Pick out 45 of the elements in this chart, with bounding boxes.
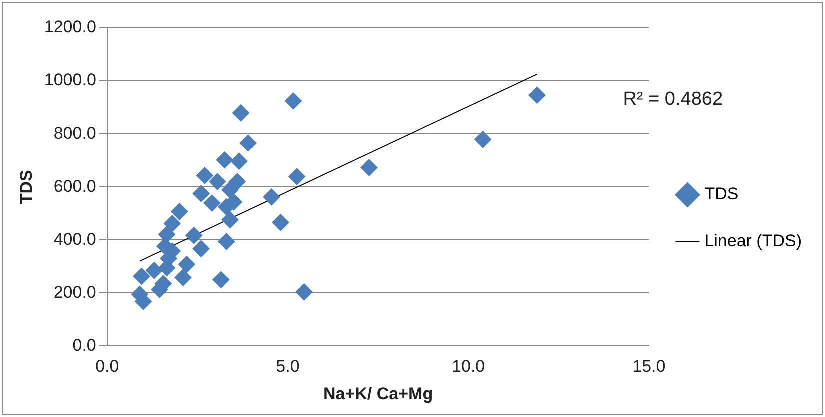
y-tick-label: 0.0	[72, 336, 96, 355]
point	[192, 185, 210, 202]
point	[272, 214, 290, 232]
annotation: R² = 0.4862	[623, 89, 724, 110]
point	[174, 269, 192, 286]
point	[164, 215, 181, 232]
point	[228, 173, 246, 190]
point	[192, 240, 210, 258]
point	[288, 168, 306, 186]
y-tick-label: 1200.0	[44, 18, 96, 37]
point	[528, 86, 546, 104]
point	[212, 271, 230, 288]
point	[232, 104, 250, 122]
point	[171, 203, 188, 220]
x-axis-title: Na+K/ Ca+Mg	[324, 384, 434, 404]
point	[230, 152, 248, 170]
y-tick-label: 200.0	[54, 282, 96, 302]
point	[186, 227, 203, 244]
x-tick-label: 5.0	[276, 357, 300, 376]
point	[360, 159, 378, 176]
point	[133, 268, 150, 285]
point	[240, 134, 257, 152]
point	[263, 188, 280, 206]
point	[178, 256, 196, 274]
point	[216, 152, 234, 169]
y-tick-label: 1000.0	[44, 70, 96, 90]
point	[158, 226, 176, 244]
y-axis-title: TDS	[16, 170, 36, 204]
point	[204, 194, 221, 212]
point	[196, 167, 214, 184]
point	[222, 211, 239, 228]
x-tick-label: 15.0	[632, 357, 666, 376]
point	[146, 262, 163, 280]
x-tick-label: 0.0	[96, 357, 120, 376]
y-tick-label: 600.0	[54, 176, 96, 196]
point	[218, 233, 236, 250]
y-tick-label: 800.0	[54, 124, 96, 143]
y-tick-label: 400.0	[54, 230, 96, 249]
point	[209, 173, 226, 190]
point	[474, 131, 492, 148]
legend-label: Linear (TDS)	[704, 232, 802, 251]
point	[296, 284, 313, 301]
point	[284, 92, 302, 110]
x-tick-label: 10.0	[452, 357, 486, 376]
legend-label: TDS	[704, 184, 739, 204]
